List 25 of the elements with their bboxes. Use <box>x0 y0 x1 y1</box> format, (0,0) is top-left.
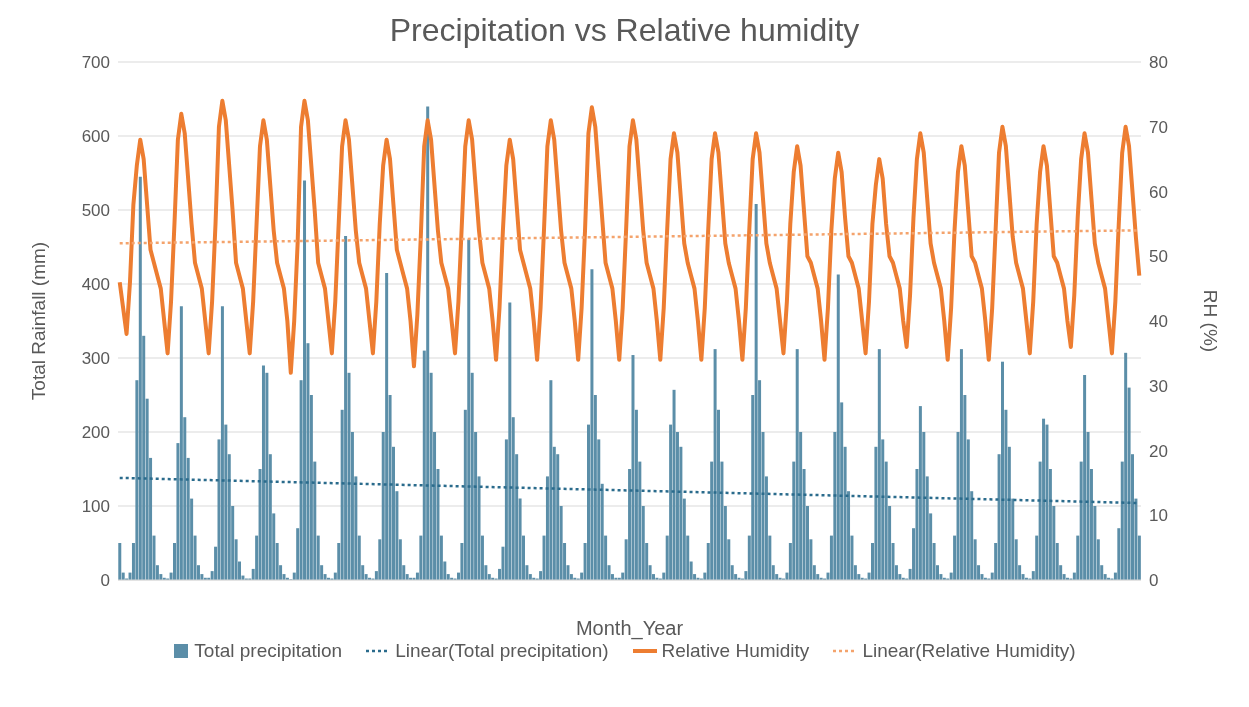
y-tick-label: 0 <box>100 571 110 591</box>
y2-tick-label: 30 <box>1149 376 1168 396</box>
legend-label: Relative Humidity <box>661 640 810 662</box>
y-tick-label: 500 <box>81 201 110 221</box>
y-tick-label: 200 <box>81 423 110 443</box>
y2-tick-label: 70 <box>1149 117 1168 137</box>
x-axis-title: Month_Year <box>575 617 684 640</box>
chart-title: Precipitation vs Relative humidity <box>388 11 861 50</box>
legend-label: Linear(Relative Humidity) <box>862 640 1076 662</box>
y-tick-label: 100 <box>81 497 110 517</box>
y-axis-title: Total Rainfall (mm) <box>27 241 49 401</box>
y2-tick-label: 10 <box>1149 506 1168 526</box>
y-tick-label: 300 <box>81 349 110 369</box>
y2-axis-title: RH (%) <box>1200 289 1222 353</box>
y-tick-label: 400 <box>81 275 110 295</box>
legend-label: Linear(Total precipitation) <box>395 640 609 662</box>
y-tick-label: 700 <box>81 53 110 73</box>
y2-tick-label: 0 <box>1149 571 1159 591</box>
y-tick-label: 600 <box>81 127 110 147</box>
y2-tick-label: 20 <box>1149 441 1168 461</box>
y2-tick-label: 60 <box>1149 182 1168 202</box>
y2-tick-label: 80 <box>1149 53 1168 73</box>
legend-label: Total precipitation <box>194 640 343 662</box>
y2-tick-label: 40 <box>1149 312 1168 332</box>
y2-tick-label: 50 <box>1149 247 1168 267</box>
